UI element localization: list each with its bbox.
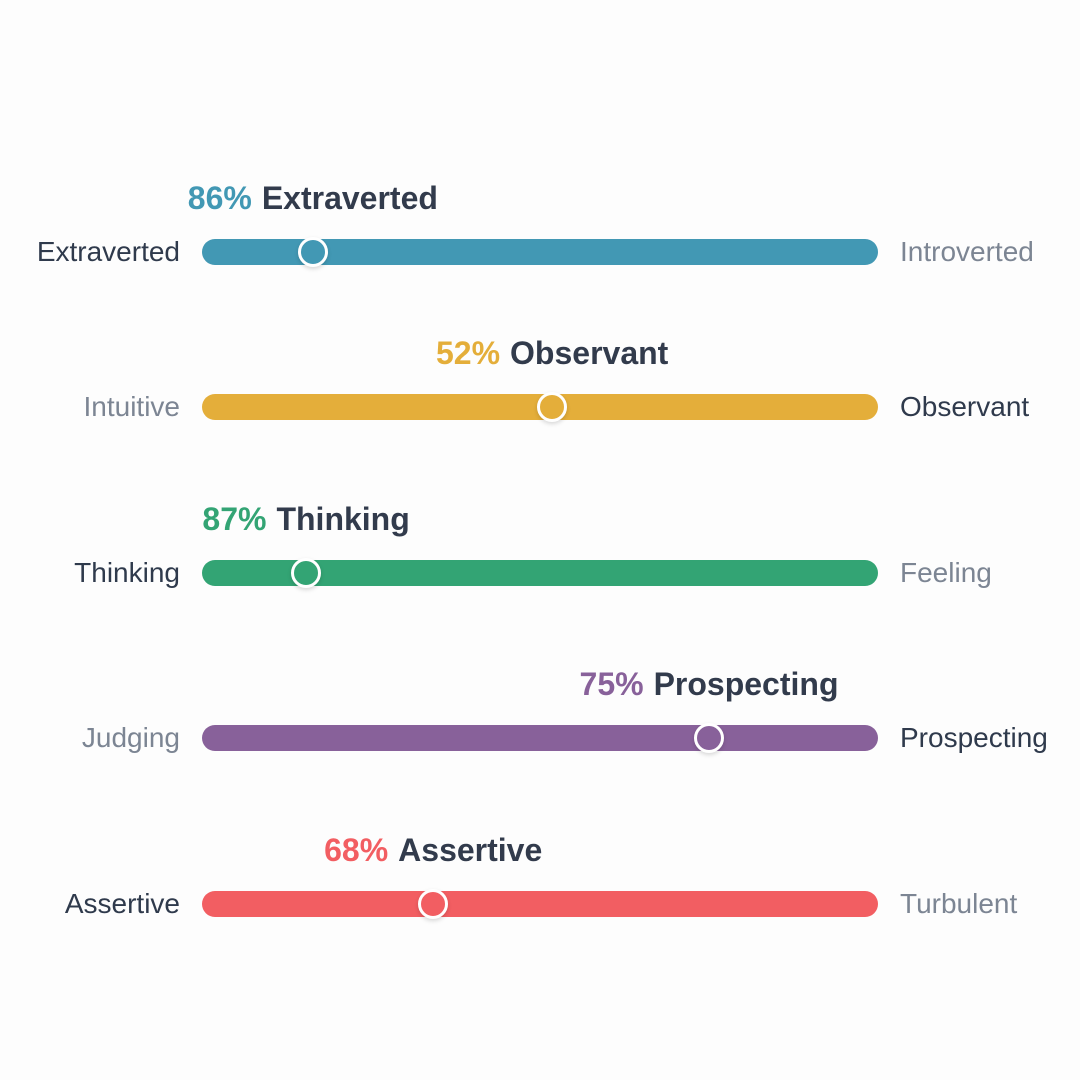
trait-right-label: Observant — [900, 391, 1030, 422]
trait-left-label: Judging — [81, 722, 180, 753]
trait-heading: 86% Extraverted — [188, 178, 438, 218]
trait-percent: 52% — [435, 335, 501, 371]
trait-name: Observant — [510, 335, 669, 371]
trait-heading: 68% Assertive — [324, 830, 542, 870]
trait-left-label: Extraverted — [36, 236, 180, 267]
trait-left-label: Intuitive — [83, 391, 181, 422]
trait-percent: 87% — [202, 501, 267, 537]
trait-slider-knob[interactable] — [537, 392, 568, 422]
trait-left-label: Assertive — [64, 888, 180, 919]
trait-percent: 86% — [187, 180, 252, 216]
trait-right-label: Turbulent — [900, 888, 1018, 919]
trait-name: Thinking — [276, 501, 410, 537]
trait-heading: 87% Thinking — [202, 499, 409, 539]
trait-slider-knob[interactable] — [291, 558, 322, 588]
trait-slider-knob[interactable] — [418, 889, 449, 919]
trait-heading: 52% Observant — [436, 333, 668, 373]
trait-right-label: Introverted — [900, 236, 1034, 267]
trait-left-label: Thinking — [74, 557, 180, 588]
trait-name: Extraverted — [261, 180, 438, 216]
trait-bar — [202, 891, 878, 917]
trait-slider-knob[interactable] — [694, 723, 724, 753]
trait-right-label: Prospecting — [900, 722, 1048, 753]
trait-percent: 68% — [324, 832, 389, 868]
trait-name: Assertive — [398, 832, 543, 868]
trait-slider-knob[interactable] — [297, 237, 328, 267]
trait-identity: 68% Assertive Assertive Turbulent — [0, 830, 1080, 930]
trait-heading: 75% Prospecting — [580, 664, 839, 704]
trait-energy: 86% Extraverted Extraverted Introverted — [0, 178, 1080, 278]
trait-name: Prospecting — [653, 666, 839, 702]
trait-nature: 87% Thinking Thinking Feeling — [0, 499, 1080, 599]
trait-percent: 75% — [579, 666, 644, 702]
trait-right-label: Feeling — [900, 557, 992, 588]
trait-tactics: 75% Prospecting Judging Prospecting — [0, 664, 1080, 764]
trait-bar — [202, 725, 878, 751]
trait-mind: 52% Observant Intuitive Observant — [0, 333, 1080, 433]
